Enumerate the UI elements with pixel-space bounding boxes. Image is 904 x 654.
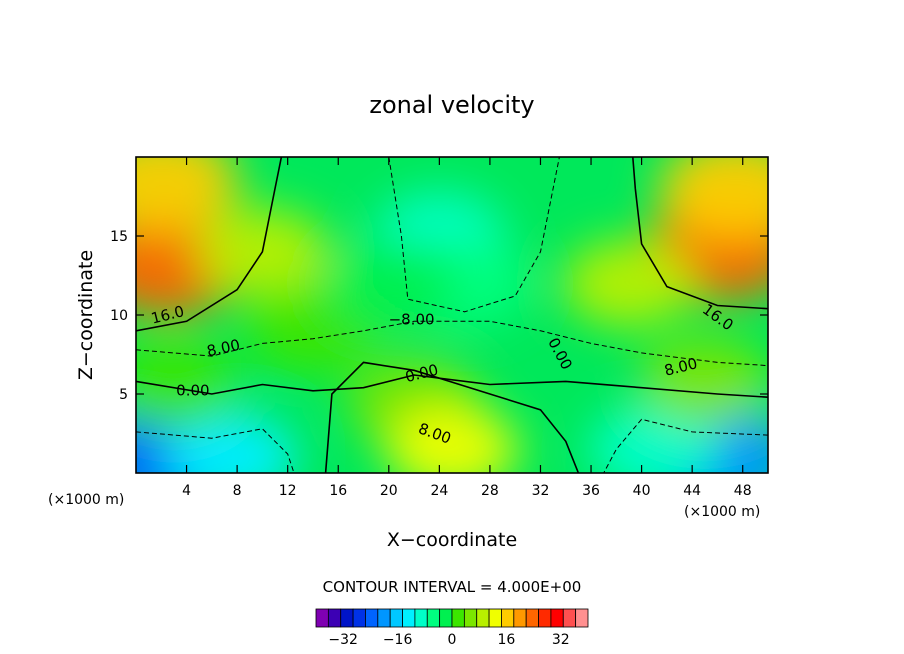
colorbar-swatch [463, 608, 478, 628]
colorbar-swatch [402, 608, 416, 628]
colorbar-swatch [365, 608, 379, 628]
x-tick-label: 16 [329, 483, 347, 499]
y-tick-label: 15 [110, 229, 128, 245]
contour-label: 0.00 [176, 382, 209, 400]
contour-line-4 [388, 157, 560, 313]
colorbar-tick-label: 32 [552, 632, 570, 648]
colorbar-swatch [513, 608, 527, 628]
y-tick-label: 5 [119, 387, 128, 403]
x-tick-label: 28 [481, 483, 499, 499]
colorbar-swatch [414, 608, 428, 628]
colorbar-swatch [550, 608, 564, 628]
colorbar-tick-label: 0 [448, 632, 457, 648]
x-unit-right: (×1000 m) [684, 504, 760, 520]
colorbar-swatch [389, 608, 403, 628]
colorbar-swatch [352, 608, 366, 628]
colorbar-swatch [340, 608, 354, 628]
x-axis-label: X−coordinate [387, 529, 517, 551]
colorbar-swatch [451, 608, 465, 628]
y-axis-label: Z−coordinate [75, 250, 97, 380]
colorbar-swatch [562, 608, 577, 628]
field-layer [136, 157, 768, 473]
contour-line-5 [324, 361, 580, 473]
chart-title: zonal velocity [369, 91, 534, 119]
contour-line-7 [603, 418, 768, 473]
colorbar-swatch [426, 608, 441, 628]
colorbar-swatch [327, 608, 342, 628]
y-tick-label: 10 [110, 308, 128, 324]
x-tick-label: 32 [532, 483, 550, 499]
colorbar-tick-label: 16 [497, 632, 515, 648]
field-region-15 [164, 413, 297, 473]
colorbar-swatch [525, 608, 539, 628]
colorbar-swatch [501, 608, 515, 628]
x-tick-label: 24 [430, 483, 448, 499]
contour-line-3 [632, 157, 768, 310]
colorbar-swatch [575, 608, 589, 628]
x-tick-label: 40 [633, 483, 651, 499]
x-tick-label: 8 [233, 483, 242, 499]
colorbar: −32 −16 0 16 32 [315, 608, 589, 648]
x-tick-label: 36 [582, 483, 600, 499]
x-tick-label: 4 [182, 483, 191, 499]
colorbar-swatch [488, 608, 502, 628]
x-tick-label: 20 [380, 483, 398, 499]
field-region-11 [386, 405, 518, 473]
x-axis: 4 8 12 16 20 24 28 32 36 40 44 48 [182, 157, 752, 499]
field-region-16 [136, 342, 240, 431]
x-unit-left: (×1000 m) [48, 492, 124, 508]
colorbar-swatch [377, 608, 391, 628]
colorbar-swatch [315, 608, 329, 628]
contour-interval: CONTOUR INTERVAL = 4.000E+00 [323, 578, 582, 596]
contour-line-6 [136, 428, 295, 473]
field-region-2 [136, 157, 240, 233]
field-region-9 [322, 239, 455, 328]
colorbar-tick-label: −16 [383, 632, 413, 648]
colorbar-tick-label: −32 [328, 632, 358, 648]
x-tick-label: 48 [734, 483, 752, 499]
x-tick-label: 44 [683, 483, 701, 499]
colorbar-swatch [476, 608, 490, 628]
contour-line-0 [136, 374, 768, 398]
field-region-17 [638, 337, 768, 426]
contour-line-2 [136, 157, 283, 332]
y-axis: 5 10 15 [110, 229, 768, 403]
field-region-3 [658, 157, 768, 241]
colorbar-swatch [538, 608, 552, 628]
colorbar-swatch [439, 608, 453, 628]
field-region-5 [562, 239, 695, 328]
contour-label: −8.00 [389, 310, 435, 328]
x-tick-label: 12 [279, 483, 297, 499]
